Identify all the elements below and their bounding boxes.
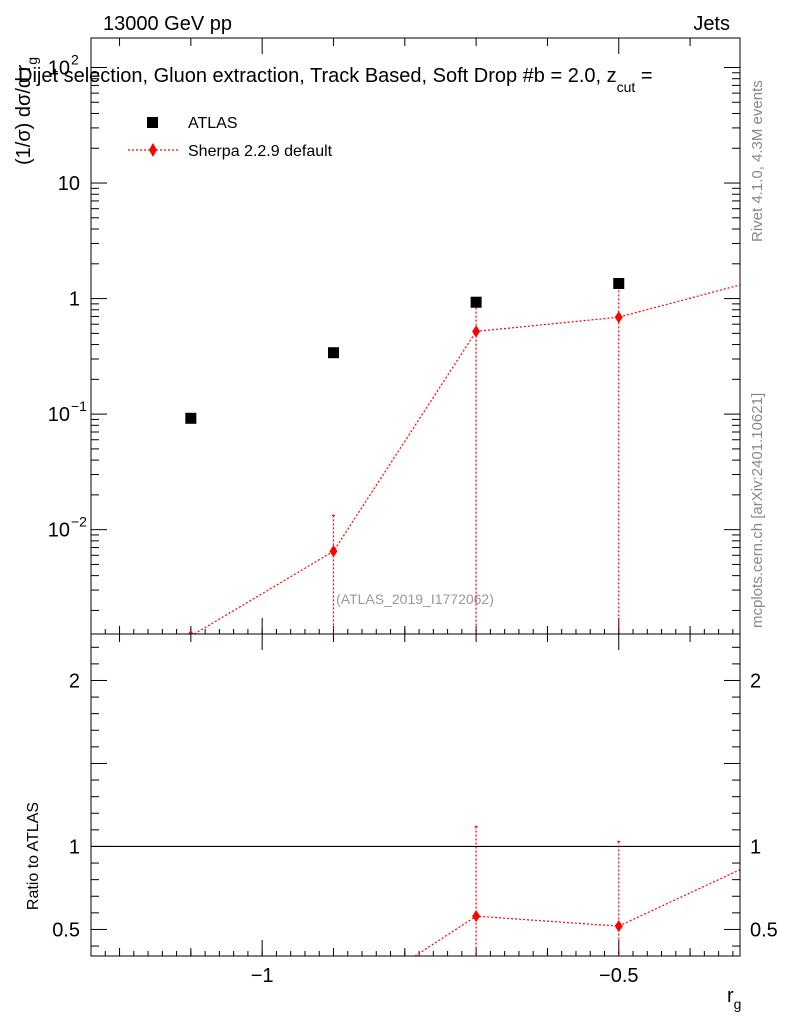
- y-tick-label-main-exp: −2: [71, 514, 87, 530]
- x-axis-label: rg: [727, 985, 741, 1012]
- header-left: 13000 GeV pp: [103, 13, 232, 35]
- sherpa-point: [329, 545, 338, 558]
- chart-title-sub: cut: [617, 79, 636, 95]
- ratio-point: [614, 920, 623, 933]
- ratio-line: [414, 869, 740, 956]
- legend-marker-sherpa: [149, 143, 157, 157]
- legend-label-atlas: ATLAS: [188, 115, 238, 132]
- y-tick-label-ratio: 2: [69, 670, 80, 692]
- legend-marker-atlas: [147, 117, 158, 128]
- y-tick-label-ratio-right: 2: [750, 670, 761, 692]
- sherpa-point: [188, 630, 194, 634]
- ratio-axis-ticks: −1 −0.5 0.5 0.5 1 1 2 2: [52, 634, 778, 987]
- legend-label-sherpa: Sherpa 2.2.9 default: [188, 143, 333, 160]
- chart-title: Dijet selection, Gluon extraction, Track…: [18, 65, 653, 95]
- y-tick-label-main: 10: [48, 404, 70, 426]
- y-tick-label-ratio-right: 0.5: [750, 919, 778, 941]
- chart-title-main: Dijet selection, Gluon extraction, Track…: [18, 65, 617, 87]
- watermark: (ATLAS_2019_I1772062): [336, 591, 494, 607]
- main-plot-data: [185, 278, 740, 634]
- y-axis-label-main-sub: g: [24, 57, 40, 65]
- atlas-point: [327, 347, 339, 359]
- x-tick-label: −1: [251, 965, 274, 987]
- side-label-top: Rivet 4.1.0, 4.3M events: [749, 80, 766, 242]
- atlas-point: [185, 412, 197, 424]
- legend: ATLAS Sherpa 2.2.9 default: [128, 115, 333, 160]
- side-label-bottom: mcplots.cern.ch [arXiv:2401.10621]: [749, 393, 766, 628]
- header-right: Jets: [693, 13, 730, 35]
- ratio-point: [472, 910, 481, 923]
- atlas-point: [470, 296, 482, 308]
- sherpa-point: [472, 325, 481, 338]
- y-axis-label-ratio: Ratio to ATLAS: [25, 802, 42, 910]
- chart-title-tail: =: [635, 65, 652, 87]
- y-tick-label-main: 10: [48, 57, 70, 79]
- y-axis-label-main-text: (1/σ) dσ/d r: [13, 64, 35, 165]
- y-tick-label-main-exp: −1: [71, 398, 87, 414]
- y-tick-label-main: 10: [58, 173, 80, 195]
- y-tick-label-main: 1: [69, 289, 80, 311]
- atlas-point: [613, 278, 625, 290]
- y-tick-label-main-exp: 2: [71, 51, 79, 67]
- ratio-plot-frame: [90, 633, 741, 957]
- x-tick-label: −0.5: [599, 965, 638, 987]
- x-axis-label-text: r: [727, 985, 734, 1007]
- y-tick-label-ratio: 1: [69, 836, 80, 858]
- ratio-plot-data: [91, 825, 740, 956]
- y-axis-label-main: (1/σ) dσ/d rg: [13, 57, 40, 165]
- x-axis-label-sub: g: [734, 996, 742, 1012]
- y-tick-label-ratio: 0.5: [52, 919, 80, 941]
- y-tick-label-ratio-right: 1: [750, 836, 761, 858]
- y-tick-label-main: 10: [48, 520, 70, 542]
- sherpa-point: [614, 311, 623, 324]
